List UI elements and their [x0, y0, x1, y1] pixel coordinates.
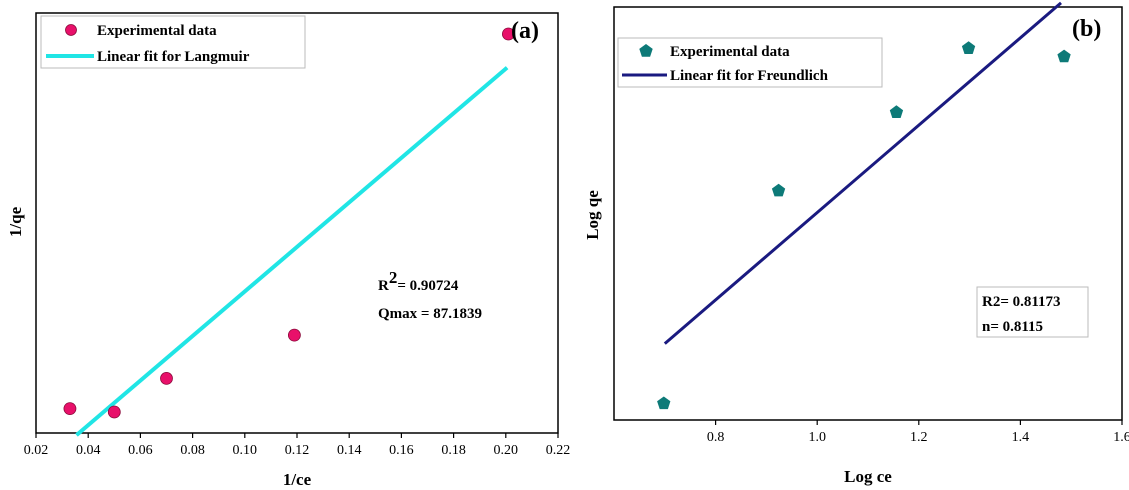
legend-marker-experimental-b — [639, 44, 653, 57]
x-tick-label-a-4: 0.10 — [233, 443, 258, 458]
legend-box-a — [40, 15, 306, 69]
x-tick-label-b-0: 0.8 — [707, 430, 725, 445]
x-tick-label-a-3: 0.08 — [180, 443, 205, 458]
legend-label-experimental-b: Experimental data — [670, 44, 790, 60]
y-axis-title-a: 1/qe — [6, 206, 25, 237]
x-tick-label-b-1: 1.0 — [808, 430, 826, 445]
x-axis-title-a: 1/ce — [283, 470, 312, 489]
panel-label-a: (a) — [511, 18, 539, 44]
x-tick-label-b-4: 1.6 — [1113, 430, 1129, 445]
plot-frame-b — [613, 6, 1123, 421]
x-tick-label-b-3: 1.4 — [1012, 430, 1030, 445]
data-point-a-3 — [287, 328, 301, 342]
legend-label-fit-b: Linear fit for Freundlich — [670, 68, 829, 84]
x-axis-ticks-b: 0.8 1.0 1.2 1.4 1.6 — [707, 420, 1129, 445]
data-point-b-3 — [961, 41, 976, 54]
r2-superscript-a: 2 — [389, 268, 398, 287]
data-point-a-1 — [107, 405, 121, 419]
legend-box-b — [617, 37, 883, 88]
plot-frame-a — [35, 12, 559, 434]
x-tick-label-a-10: 0.22 — [546, 443, 571, 458]
r2-value-a: = 0.90724 — [397, 278, 459, 294]
data-points-group-a — [63, 27, 515, 419]
n-annotation-b: n= 0.8115 — [982, 319, 1043, 335]
x-tick-label-a-0: 0.02 — [24, 443, 49, 458]
data-point-b-1 — [771, 183, 786, 197]
x-tick-label-a-6: 0.14 — [337, 443, 362, 458]
panel-label-b: (b) — [1072, 16, 1101, 42]
r2-prefix-a: R — [378, 278, 389, 294]
legend-b: Experimental data Linear fit for Freundl… — [617, 37, 883, 88]
x-axis-title-b: Log ce — [844, 467, 892, 486]
r2-annotation-a: R2= 0.90724 — [378, 268, 459, 294]
data-point-a-0 — [63, 402, 77, 416]
x-tick-label-a-2: 0.06 — [128, 443, 153, 458]
x-tick-label-a-9: 0.20 — [494, 443, 519, 458]
fit-line-b — [663, 1, 1062, 345]
data-points-group-b — [657, 41, 1071, 410]
fit-line-group-b — [663, 1, 1062, 345]
panel-a: 0.02 0.04 0.06 0.08 0.10 0.12 0.14 0.16 0.18 0.20… — [6, 12, 571, 489]
x-tick-label-a-8: 0.18 — [441, 443, 466, 458]
r2-annotation-b: R2= 0.81173 — [982, 294, 1061, 310]
data-point-a-4 — [502, 27, 515, 41]
x-tick-label-a-1: 0.04 — [76, 443, 101, 458]
fit-line-group-a — [75, 66, 509, 437]
fit-line-a — [75, 66, 509, 437]
legend-label-fit-a: Linear fit for Langmuir — [97, 49, 250, 65]
data-point-b-2 — [889, 105, 904, 118]
legend-label-experimental-a: Experimental data — [97, 23, 217, 39]
legend-a: Experimental data Linear fit for Langmui… — [40, 15, 306, 69]
x-axis-ticks-a: 0.02 0.04 0.06 0.08 0.10 0.12 0.14 0.16 0.18 0.20… — [24, 433, 571, 458]
y-axis-title-b: Log qe — [583, 190, 602, 240]
qmax-annotation-a: Qmax = 87.1839 — [378, 306, 482, 322]
annotation-box-b — [976, 286, 1089, 338]
panel-b: 0.8 1.0 1.2 1.4 1.6 (b) Experimental data Li… — [583, 1, 1129, 486]
x-tick-label-b-2: 1.2 — [910, 430, 928, 445]
data-point-a-2 — [160, 371, 173, 385]
data-point-b-0 — [657, 396, 671, 410]
x-tick-label-a-7: 0.16 — [389, 443, 414, 458]
x-tick-label-a-5: 0.12 — [285, 443, 310, 458]
legend-marker-experimental-a — [65, 24, 77, 36]
data-point-b-4 — [1057, 49, 1071, 63]
